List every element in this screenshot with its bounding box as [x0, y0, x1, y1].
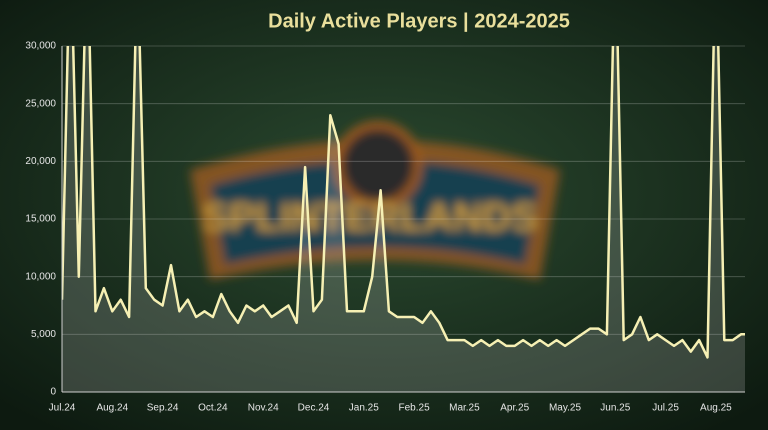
- x-tick-label: Jul.25: [652, 403, 679, 414]
- chart-title: Daily Active Players | 2024-2025: [268, 10, 570, 32]
- x-tick-label: Jul.24: [49, 403, 76, 414]
- x-tick-label: Aug.25: [700, 403, 732, 414]
- area: [62, 46, 745, 392]
- x-tick-label: Dec.24: [298, 403, 330, 414]
- y-tick-label: 10,000: [25, 271, 56, 282]
- y-tick-label: 15,000: [25, 214, 56, 225]
- x-tick-label: Oct.24: [198, 403, 228, 414]
- x-tick-label: Apr.25: [500, 403, 529, 414]
- x-tick-label: Feb.25: [399, 403, 431, 414]
- x-tick-label: Nov.24: [248, 403, 279, 414]
- x-tick-label: Mar.25: [449, 403, 480, 414]
- x-tick-label: Sep.24: [147, 403, 179, 414]
- x-tick-label: Jun.25: [600, 403, 630, 414]
- y-tick-label: 20,000: [25, 156, 56, 167]
- y-tick-label: 30,000: [25, 41, 56, 52]
- x-tick-label: May.25: [549, 403, 581, 414]
- x-tick-label: Jan.25: [349, 403, 379, 414]
- x-tick-label: Aug.24: [96, 403, 128, 414]
- line: [62, 46, 745, 359]
- y-tick-label: 5,000: [31, 329, 56, 340]
- logo: SPLINTERLANDS: [190, 121, 560, 280]
- y-tick-label: 25,000: [25, 98, 56, 109]
- plot-area: [62, 46, 745, 392]
- watermark: SPLINTERLANDS: [202, 196, 538, 240]
- y-tick-label: 0: [50, 387, 56, 398]
